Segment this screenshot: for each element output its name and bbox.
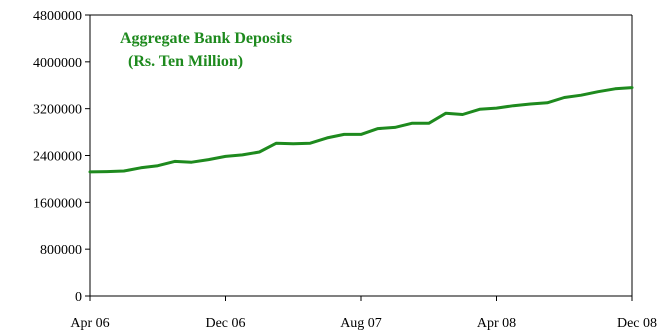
y-tick-label: 4000000 (33, 56, 82, 71)
y-tick-label: 2400000 (33, 150, 82, 165)
y-tick-label: 1600000 (33, 196, 82, 211)
y-tick-label: 0 (75, 290, 82, 305)
x-tick-label: Aug 07 (340, 316, 382, 331)
x-tick-label: Apr 06 (70, 316, 109, 331)
x-tick-label: Dec 06 (205, 316, 245, 331)
x-tick-label: Dec 08 (617, 316, 657, 331)
x-tick-label: Apr 08 (477, 316, 516, 331)
y-tick-label: 4800000 (33, 9, 82, 24)
chart-subtitle: (Rs. Ten Million) (128, 53, 243, 70)
chart-title: Aggregate Bank Deposits (120, 30, 292, 47)
series-line (88, 86, 634, 174)
y-tick-label: 800000 (40, 243, 82, 258)
y-tick-label: 3200000 (33, 103, 82, 118)
